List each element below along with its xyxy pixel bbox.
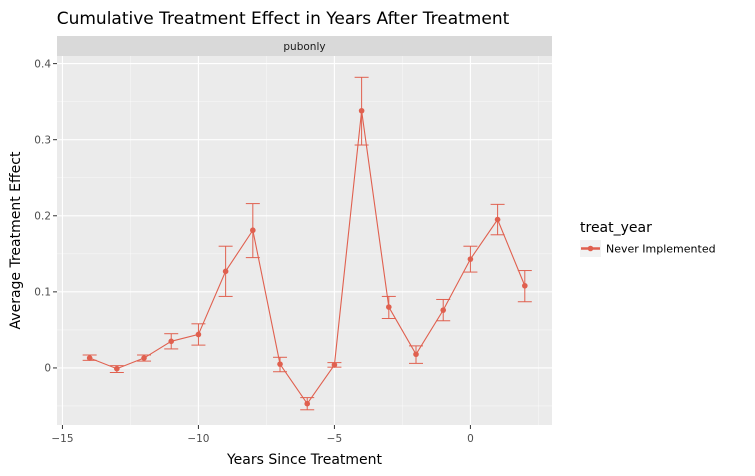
legend-series-label: Never Implemented [606, 243, 716, 256]
legend-key-point [587, 245, 594, 252]
y-tick-label: 0.1 [34, 287, 51, 299]
data-point [331, 362, 338, 368]
x-axis-title: Years Since Treatment [226, 452, 383, 468]
data-point [440, 307, 447, 313]
y-tick-label: 0.2 [34, 211, 51, 223]
data-point [86, 355, 93, 361]
data-point [141, 355, 147, 361]
data-point [304, 400, 311, 407]
y-tick-label: 0.4 [34, 58, 51, 70]
data-point [222, 268, 229, 275]
data-point [250, 227, 256, 234]
x-tick-label: −5 [327, 433, 342, 445]
y-tick-label: 0 [44, 363, 51, 375]
data-point [168, 338, 175, 345]
data-point [114, 365, 120, 372]
data-point [413, 351, 419, 358]
data-point [522, 282, 528, 289]
x-tick-label: −15 [51, 433, 73, 445]
x-tick-label: 0 [467, 433, 474, 445]
chart-title: Cumulative Treatment Effect in Years Aft… [57, 9, 510, 29]
data-point [494, 216, 501, 223]
legend-title: treat_year [580, 220, 652, 236]
data-layer [82, 76, 532, 411]
x-tick-label: −10 [187, 433, 209, 445]
data-point [358, 107, 365, 114]
y-axis-title: Average Treatment Effect [8, 151, 24, 329]
legend: treat_year Never Implemented [580, 220, 716, 257]
facet-strip [57, 36, 552, 56]
plot-panel [57, 56, 552, 425]
data-point [277, 361, 283, 367]
data-point [195, 331, 202, 338]
axis-layer: −15 −10 −5 0 0 0.1 0.2 0.3 0.4 [34, 58, 473, 445]
data-point [386, 304, 392, 310]
facet-strip-label: pubonly [283, 41, 325, 53]
data-point [467, 256, 474, 262]
y-tick-label: 0.3 [34, 134, 51, 146]
